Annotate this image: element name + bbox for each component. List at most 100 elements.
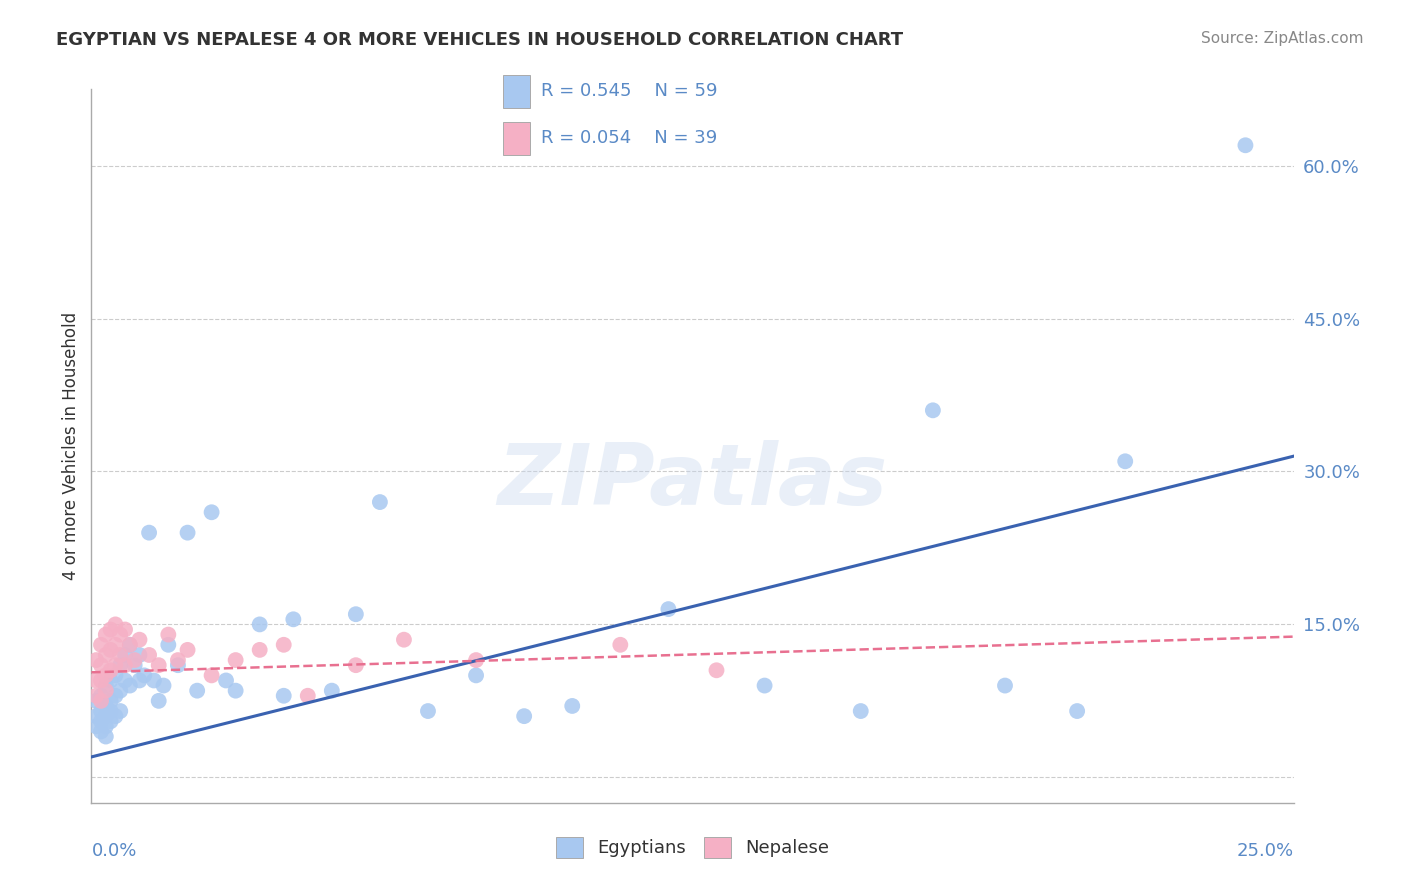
Point xyxy=(1234,138,1257,153)
Point xyxy=(100,694,122,708)
Point xyxy=(84,689,107,703)
Point xyxy=(90,673,112,688)
Point xyxy=(110,627,132,641)
Point xyxy=(104,617,127,632)
Point xyxy=(344,607,367,622)
Point xyxy=(368,495,391,509)
Point xyxy=(201,668,224,682)
Point xyxy=(84,653,107,667)
Point xyxy=(100,643,122,657)
Point xyxy=(84,719,107,733)
Point xyxy=(90,724,112,739)
Point xyxy=(84,673,107,688)
Point xyxy=(114,648,136,662)
Point xyxy=(110,683,132,698)
Point xyxy=(100,623,122,637)
Point xyxy=(100,663,122,677)
Point xyxy=(84,709,107,723)
Point xyxy=(148,694,170,708)
Point xyxy=(94,730,117,744)
Point xyxy=(1114,454,1136,468)
Point xyxy=(148,658,170,673)
Point xyxy=(118,679,141,693)
Point xyxy=(176,525,198,540)
Point xyxy=(142,673,165,688)
Point xyxy=(104,638,127,652)
Point xyxy=(273,689,295,703)
Point xyxy=(157,627,180,641)
Point xyxy=(215,673,238,688)
Y-axis label: 4 or more Vehicles in Household: 4 or more Vehicles in Household xyxy=(62,312,80,580)
Text: R = 0.545    N = 59: R = 0.545 N = 59 xyxy=(541,82,718,100)
Text: Source: ZipAtlas.com: Source: ZipAtlas.com xyxy=(1201,31,1364,46)
Point xyxy=(110,658,132,673)
Point xyxy=(922,403,945,417)
Point xyxy=(90,714,112,729)
Point xyxy=(114,623,136,637)
Point xyxy=(344,658,367,673)
Text: ZIPatlas: ZIPatlas xyxy=(498,440,887,524)
Point xyxy=(465,668,488,682)
Point xyxy=(392,632,415,647)
Point xyxy=(118,638,141,652)
Point xyxy=(128,648,150,662)
Point xyxy=(104,658,127,673)
Point xyxy=(90,658,112,673)
Point xyxy=(128,632,150,647)
Point xyxy=(118,638,141,652)
Point xyxy=(104,668,127,682)
Text: 25.0%: 25.0% xyxy=(1236,842,1294,860)
Point xyxy=(754,679,776,693)
Point xyxy=(134,668,156,682)
Point xyxy=(114,673,136,688)
Point xyxy=(297,689,319,703)
Point xyxy=(273,638,295,652)
Point xyxy=(114,658,136,673)
Text: 0.0%: 0.0% xyxy=(91,842,136,860)
Point xyxy=(167,658,190,673)
Point xyxy=(104,709,127,723)
Point xyxy=(90,694,112,708)
Point xyxy=(110,648,132,662)
Point xyxy=(100,714,122,729)
Point xyxy=(90,689,112,703)
Point xyxy=(94,698,117,713)
Point xyxy=(283,612,305,626)
Point xyxy=(849,704,872,718)
Point xyxy=(94,709,117,723)
Point xyxy=(90,704,112,718)
Text: EGYPTIAN VS NEPALESE 4 OR MORE VEHICLES IN HOUSEHOLD CORRELATION CHART: EGYPTIAN VS NEPALESE 4 OR MORE VEHICLES … xyxy=(56,31,904,49)
FancyBboxPatch shape xyxy=(503,75,530,108)
Point xyxy=(201,505,224,519)
Point xyxy=(657,602,679,616)
Point xyxy=(1066,704,1088,718)
Point xyxy=(176,643,198,657)
Point xyxy=(249,643,271,657)
Point xyxy=(138,525,160,540)
Point xyxy=(110,704,132,718)
Point xyxy=(186,683,208,698)
Point xyxy=(609,638,631,652)
Point xyxy=(249,617,271,632)
FancyBboxPatch shape xyxy=(503,122,530,155)
Point xyxy=(100,704,122,718)
Point xyxy=(561,698,583,713)
Point xyxy=(994,679,1017,693)
Point xyxy=(94,683,117,698)
Point xyxy=(94,627,117,641)
Point xyxy=(94,679,117,693)
Point xyxy=(225,683,247,698)
Point xyxy=(84,694,107,708)
Point xyxy=(94,648,117,662)
Text: R = 0.054    N = 39: R = 0.054 N = 39 xyxy=(541,129,717,147)
Point xyxy=(513,709,536,723)
Point xyxy=(90,638,112,652)
Point xyxy=(100,673,122,688)
Point xyxy=(124,653,146,667)
Point xyxy=(167,653,190,667)
Point xyxy=(94,719,117,733)
Legend: Egyptians, Nepalese: Egyptians, Nepalese xyxy=(548,830,837,865)
Point xyxy=(321,683,343,698)
Point xyxy=(416,704,439,718)
Point xyxy=(124,658,146,673)
